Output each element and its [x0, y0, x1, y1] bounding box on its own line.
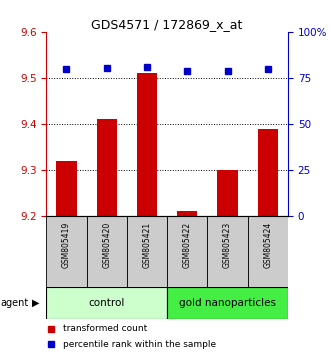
- Bar: [217, 170, 238, 216]
- Bar: [208, 216, 248, 287]
- Bar: [46, 216, 87, 287]
- Bar: [248, 216, 288, 287]
- Text: transformed count: transformed count: [63, 324, 148, 333]
- Title: GDS4571 / 172869_x_at: GDS4571 / 172869_x_at: [91, 18, 243, 31]
- Text: GSM805420: GSM805420: [102, 222, 111, 268]
- Bar: [97, 119, 117, 216]
- Text: GSM805422: GSM805422: [183, 222, 192, 268]
- Bar: [56, 161, 76, 216]
- Text: GSM805423: GSM805423: [223, 222, 232, 268]
- Bar: [46, 287, 167, 319]
- Text: GSM805424: GSM805424: [263, 222, 272, 268]
- Bar: [137, 73, 157, 216]
- Text: ▶: ▶: [32, 298, 40, 308]
- Bar: [87, 216, 127, 287]
- Text: GSM805421: GSM805421: [143, 222, 152, 268]
- Bar: [167, 216, 208, 287]
- Bar: [258, 129, 278, 216]
- Text: agent: agent: [0, 298, 28, 308]
- Bar: [167, 287, 288, 319]
- Text: GSM805419: GSM805419: [62, 222, 71, 268]
- Text: percentile rank within the sample: percentile rank within the sample: [63, 339, 216, 349]
- Bar: [177, 211, 197, 216]
- Bar: [127, 216, 167, 287]
- Text: control: control: [89, 298, 125, 308]
- Text: gold nanoparticles: gold nanoparticles: [179, 298, 276, 308]
